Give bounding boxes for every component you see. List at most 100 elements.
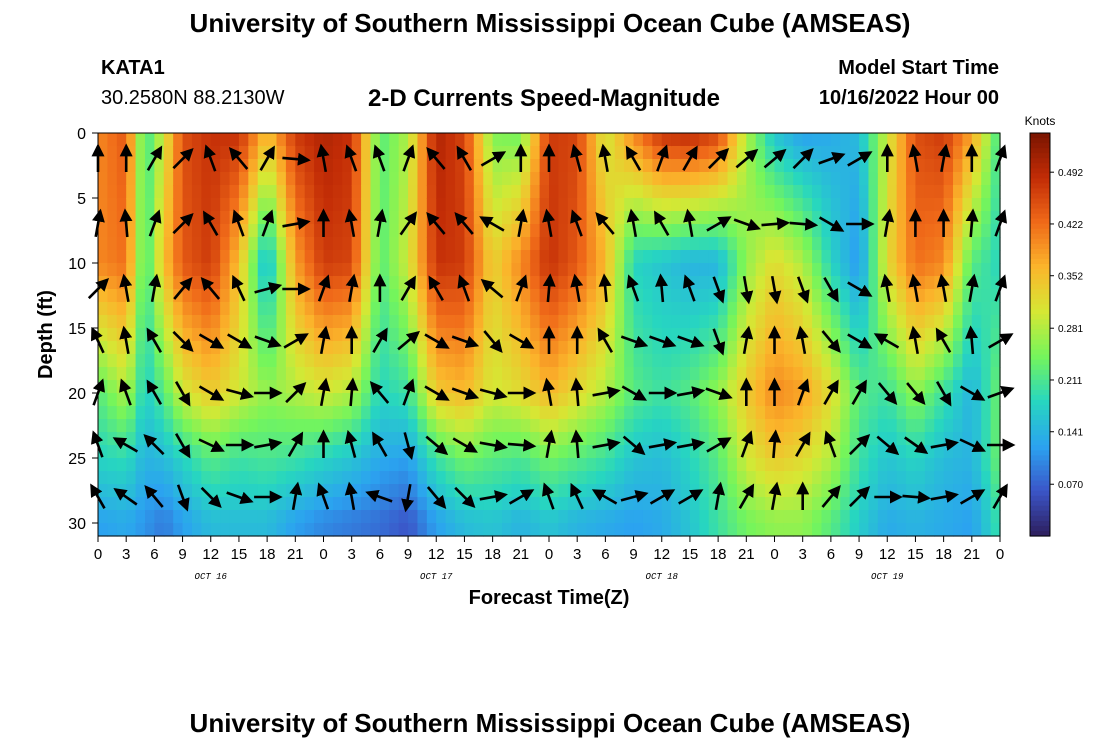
heatmap-cell — [511, 432, 522, 446]
heatmap-cell — [314, 198, 325, 212]
current-vector — [877, 382, 898, 405]
heatmap-cell — [708, 497, 719, 511]
heatmap-cell — [934, 341, 945, 355]
heatmap-cell — [511, 523, 522, 537]
heatmap-cell — [257, 367, 268, 381]
heatmap-cell — [445, 133, 456, 147]
colorbar-segment — [1030, 480, 1050, 487]
current-vector — [451, 387, 480, 401]
heatmap-cell — [473, 276, 484, 290]
heatmap-cell — [934, 263, 945, 277]
heatmap-cell — [774, 185, 785, 199]
heatmap-cell — [962, 380, 973, 394]
heatmap-cell — [642, 263, 653, 277]
heatmap-cell — [765, 302, 776, 316]
heatmap-cell — [314, 406, 325, 420]
heatmap-cell — [633, 276, 644, 290]
heatmap-cell — [746, 419, 757, 433]
heatmap-cell — [342, 445, 353, 459]
heatmap-cell — [595, 159, 606, 173]
heatmap-cell — [116, 159, 127, 173]
heatmap-cell — [765, 510, 776, 524]
heatmap-cell — [671, 276, 682, 290]
heatmap-cell — [990, 159, 1001, 173]
current-vector — [591, 489, 618, 505]
current-vector — [792, 147, 814, 170]
heatmap-cell — [812, 185, 823, 199]
heatmap-cell — [295, 406, 306, 420]
current-vector — [847, 151, 873, 167]
heatmap-cell — [812, 250, 823, 264]
heatmap-cell — [511, 367, 522, 381]
heatmap-cell — [962, 302, 973, 316]
colorbar-segment — [1030, 515, 1050, 522]
heatmap-cell — [577, 458, 588, 472]
colorbar-segment — [1030, 430, 1050, 436]
heatmap-cell — [314, 510, 325, 524]
heatmap-cell — [361, 185, 372, 199]
heatmap-cell — [229, 419, 240, 433]
heatmap-cell — [220, 289, 231, 303]
heatmap-cell — [304, 458, 315, 472]
heatmap-cell — [389, 484, 400, 498]
heatmap-cell — [229, 185, 240, 199]
heatmap-cell — [830, 133, 841, 147]
heatmap-cell — [877, 302, 888, 316]
heatmap-cell — [793, 367, 804, 381]
heatmap-cell — [408, 406, 419, 420]
heatmap-cell — [605, 367, 616, 381]
heatmap-cell — [924, 133, 935, 147]
heatmap-cell — [126, 419, 137, 433]
heatmap-cell — [755, 159, 766, 173]
heatmap-cell — [144, 146, 155, 160]
heatmap-cell — [389, 458, 400, 472]
heatmap-cell — [398, 471, 409, 485]
heatmap-cell — [558, 211, 569, 225]
current-vector — [935, 381, 952, 407]
heatmap-cell — [276, 224, 287, 238]
current-vector — [959, 489, 986, 505]
heatmap-cell — [220, 172, 231, 186]
heatmap-cell — [802, 419, 813, 433]
heatmap-cell — [755, 250, 766, 264]
heatmap-cell — [765, 224, 776, 238]
heatmap-cell — [642, 328, 653, 342]
heatmap-cell — [220, 419, 231, 433]
heatmap-cell — [520, 185, 531, 199]
heatmap-cell — [455, 484, 466, 498]
heatmap-cell — [558, 133, 569, 147]
heatmap-cell — [163, 133, 174, 147]
heatmap-cell — [849, 523, 860, 537]
heatmap-cell — [990, 458, 1001, 472]
heatmap-cell — [455, 159, 466, 173]
heatmap-cell — [793, 159, 804, 173]
heatmap-cell — [398, 276, 409, 290]
heatmap-cell — [154, 380, 165, 394]
current-vector — [795, 325, 809, 355]
current-vector — [283, 333, 309, 349]
heatmap-cell — [107, 354, 118, 368]
x-tick-label: 9 — [178, 546, 186, 563]
heatmap-cell — [539, 263, 550, 277]
current-vector — [282, 152, 311, 166]
heatmap-cell — [314, 315, 325, 329]
heatmap-cell — [868, 224, 879, 238]
heatmap-cell — [144, 497, 155, 511]
x-tick-label: 21 — [963, 546, 980, 563]
heatmap-cell — [586, 198, 597, 212]
heatmap-cell — [859, 263, 870, 277]
heatmap-cell — [802, 315, 813, 329]
heatmap-cell — [370, 458, 381, 472]
heatmap-cell — [793, 289, 804, 303]
heatmap-cell — [492, 302, 503, 316]
heatmap-cell — [577, 276, 588, 290]
heatmap-cell — [783, 471, 794, 485]
heatmap-cell — [812, 471, 823, 485]
heatmap-cell — [727, 510, 738, 524]
heatmap-cell — [408, 237, 419, 251]
heatmap-cell — [755, 328, 766, 342]
heatmap-cell — [267, 471, 278, 485]
chart-title: University of Southern Mississippi Ocean… — [189, 8, 911, 38]
heatmap-cell — [906, 458, 917, 472]
heatmap-cell — [154, 198, 165, 212]
